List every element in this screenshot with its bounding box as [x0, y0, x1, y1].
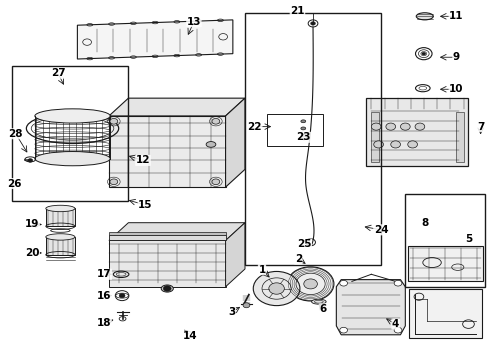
Bar: [408, 246, 483, 282]
Circle shape: [386, 123, 395, 130]
Circle shape: [287, 267, 334, 301]
Bar: [46, 208, 75, 226]
Circle shape: [394, 280, 402, 286]
Bar: [109, 235, 225, 240]
Circle shape: [391, 141, 400, 148]
Text: 23: 23: [296, 132, 311, 142]
Circle shape: [311, 22, 316, 25]
Bar: [109, 240, 225, 287]
Circle shape: [212, 179, 220, 185]
Circle shape: [243, 303, 250, 308]
Text: 12: 12: [136, 156, 150, 166]
Text: 22: 22: [247, 122, 262, 132]
Text: 1: 1: [258, 265, 266, 275]
Text: 19: 19: [25, 220, 39, 229]
Text: 24: 24: [374, 225, 389, 235]
Bar: [367, 98, 468, 166]
Text: 2: 2: [295, 254, 302, 264]
Bar: [245, 13, 381, 265]
Bar: [109, 232, 225, 235]
Text: 3: 3: [228, 307, 236, 318]
Ellipse shape: [312, 299, 326, 304]
Circle shape: [371, 123, 381, 130]
Text: 15: 15: [138, 200, 153, 210]
Text: 4: 4: [392, 319, 399, 329]
Polygon shape: [225, 223, 245, 287]
Ellipse shape: [35, 152, 110, 166]
Ellipse shape: [206, 141, 216, 147]
Circle shape: [374, 141, 384, 148]
Text: 9: 9: [453, 52, 460, 62]
Text: 20: 20: [25, 248, 40, 258]
Text: 14: 14: [183, 331, 198, 341]
Text: 21: 21: [290, 6, 305, 16]
Text: 16: 16: [97, 291, 111, 301]
Text: 26: 26: [7, 179, 22, 189]
Circle shape: [340, 280, 347, 286]
Ellipse shape: [46, 234, 75, 240]
Circle shape: [110, 118, 118, 124]
Ellipse shape: [46, 205, 75, 212]
Circle shape: [415, 123, 425, 130]
Ellipse shape: [301, 127, 306, 130]
Circle shape: [422, 52, 426, 55]
Text: 5: 5: [465, 234, 472, 244]
Ellipse shape: [416, 13, 433, 20]
Circle shape: [394, 327, 402, 333]
Ellipse shape: [301, 134, 306, 137]
Polygon shape: [336, 280, 405, 335]
Bar: [409, 288, 482, 338]
Circle shape: [212, 118, 220, 124]
Bar: [405, 194, 486, 287]
Circle shape: [163, 286, 171, 291]
Bar: [371, 112, 379, 162]
Circle shape: [304, 279, 318, 289]
Text: 18: 18: [97, 318, 111, 328]
Bar: [12, 66, 128, 201]
Circle shape: [400, 123, 410, 130]
Bar: [456, 112, 464, 162]
Text: 8: 8: [421, 218, 428, 228]
Text: 28: 28: [8, 129, 23, 139]
Polygon shape: [109, 223, 245, 240]
Circle shape: [28, 159, 33, 162]
Circle shape: [253, 271, 300, 306]
Polygon shape: [77, 20, 233, 59]
Ellipse shape: [161, 285, 173, 292]
Text: 6: 6: [319, 304, 326, 314]
Text: 25: 25: [297, 239, 312, 249]
Text: 13: 13: [187, 17, 201, 27]
Polygon shape: [109, 98, 245, 116]
Text: 27: 27: [50, 68, 65, 78]
Circle shape: [110, 179, 118, 185]
Text: 10: 10: [449, 84, 464, 94]
Text: 7: 7: [477, 122, 484, 132]
Circle shape: [408, 141, 417, 148]
Bar: [267, 114, 323, 146]
Circle shape: [269, 283, 284, 294]
Ellipse shape: [301, 120, 306, 123]
Circle shape: [119, 293, 125, 298]
Polygon shape: [225, 98, 245, 187]
Text: 17: 17: [97, 269, 111, 279]
Ellipse shape: [35, 109, 110, 123]
Text: 11: 11: [449, 11, 464, 21]
Bar: [46, 237, 75, 255]
Bar: [109, 116, 225, 187]
Circle shape: [340, 327, 347, 333]
